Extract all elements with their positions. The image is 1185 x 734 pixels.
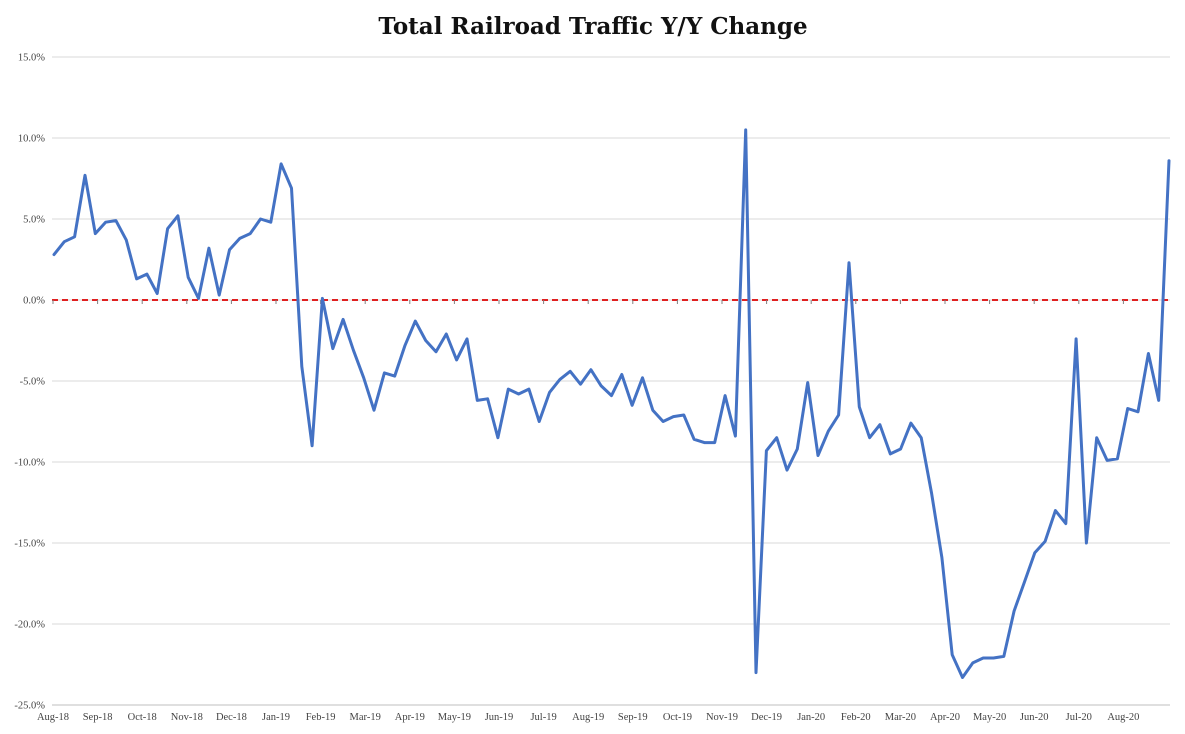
y-tick-label: 15.0% [18, 53, 45, 64]
series-lines [52, 128, 1171, 679]
x-tick-label: Jun-19 [485, 712, 514, 723]
x-tick-label: Aug-20 [1107, 712, 1139, 723]
y-tick-label: 10.0% [18, 134, 45, 145]
x-tick-label: Jan-20 [797, 712, 825, 723]
x-tick-label: Apr-19 [395, 712, 425, 723]
gridlines [52, 56, 1170, 706]
y-tick-label: -10.0% [14, 458, 45, 469]
x-axis: Aug-18 Sep-18 Oct-18 Nov-18 Dec-18 Jan-19 Feb-… [37, 300, 1170, 723]
x-tick-label: Mar-19 [350, 712, 381, 723]
y-tick-label: 5.0% [23, 215, 45, 226]
series-line [52, 128, 1171, 679]
y-tick-label: -20.0% [14, 620, 45, 631]
x-tick-label: Nov-18 [171, 712, 203, 723]
x-tick-label: Sep-19 [618, 712, 648, 723]
x-tick-label: Dec-19 [751, 712, 782, 723]
x-tick-label: Jul-19 [530, 712, 556, 723]
x-tick-label: Mar-20 [885, 712, 916, 723]
x-tick-label: Jun-20 [1020, 712, 1049, 723]
x-tick-label: Feb-20 [841, 712, 871, 723]
x-tick-label: Sep-18 [83, 712, 113, 723]
y-tick-label: -25.0% [14, 701, 45, 712]
y-tick-label: 0.0% [23, 296, 45, 307]
x-tick-label: Oct-18 [128, 712, 157, 723]
x-tick-label: Jul-20 [1066, 712, 1092, 723]
x-tick-label: Feb-19 [306, 712, 336, 723]
x-tick-label: Nov-19 [706, 712, 738, 723]
x-tick-label: May-19 [438, 712, 471, 723]
y-axis-labels: 15.0% 10.0% 5.0% 0.0% -5.0% -10.0% -15.0% -20.0… [14, 53, 45, 712]
chart-title: Total Railroad Traffic Y/Y Change [378, 13, 807, 40]
x-tick-label: May-20 [973, 712, 1006, 723]
x-tick-label: Jan-19 [262, 712, 290, 723]
y-tick-label: -15.0% [14, 539, 45, 550]
x-tick-label: Aug-19 [572, 712, 604, 723]
x-tick-label: Dec-18 [216, 712, 247, 723]
y-tick-label: -5.0% [20, 377, 46, 388]
x-tick-label: Aug-18 [37, 712, 69, 723]
x-tick-label: Apr-20 [930, 712, 960, 723]
x-tick-label: Oct-19 [663, 712, 692, 723]
